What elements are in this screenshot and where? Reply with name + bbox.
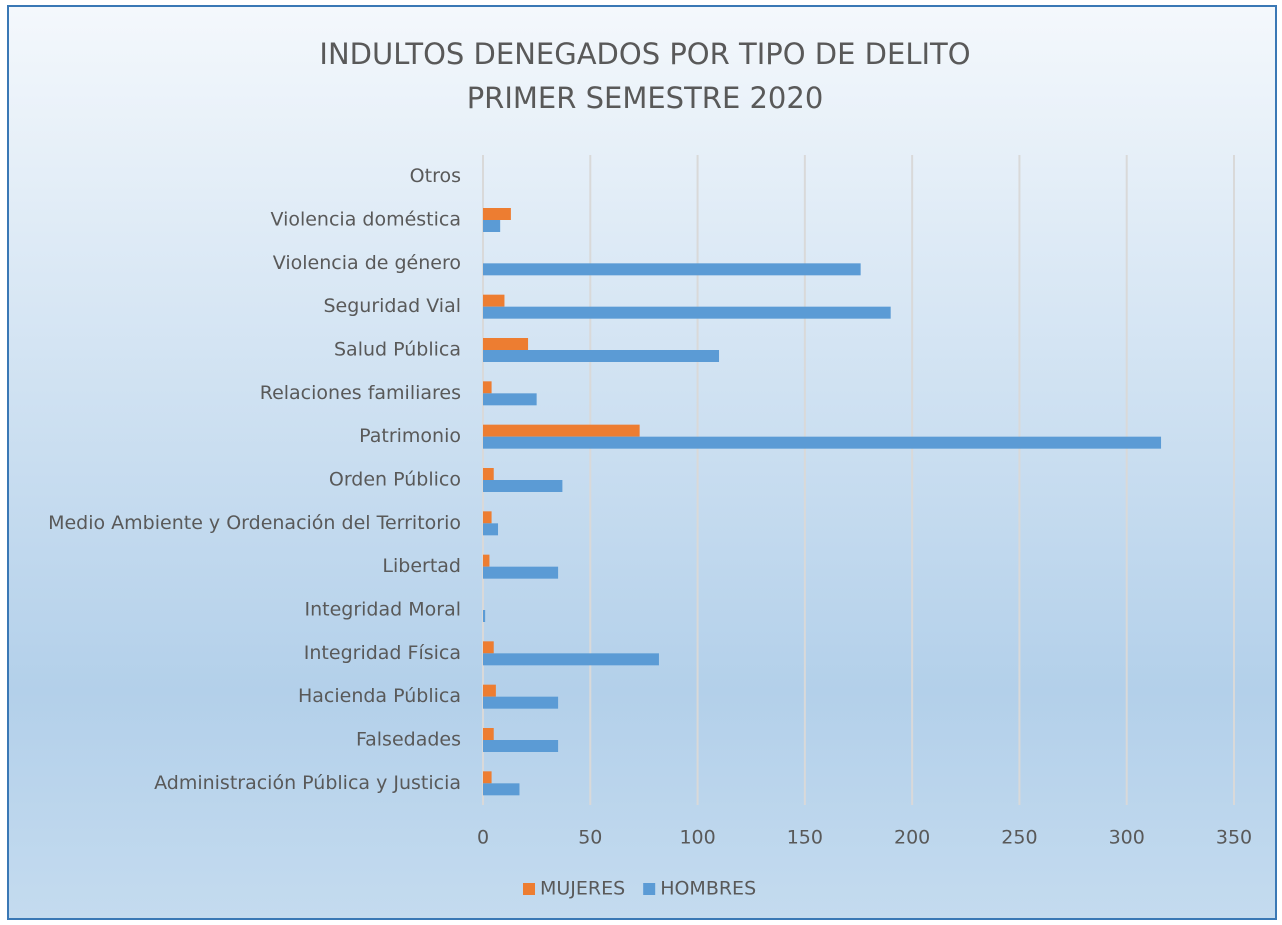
y-tick-label: Libertad xyxy=(382,555,461,577)
bar xyxy=(483,208,511,220)
bar xyxy=(483,783,520,796)
y-tick-label: Falsedades xyxy=(356,729,461,751)
x-tick-label: 100 xyxy=(679,827,715,849)
chart-title: INDULTOS DENEGADOS POR TIPO DE DELITO xyxy=(319,37,970,71)
bar xyxy=(483,684,496,697)
bar xyxy=(483,523,499,536)
y-tick-label: Orden Público xyxy=(329,469,461,491)
y-tick-label: Violencia doméstica xyxy=(270,209,461,231)
y-tick-label: Salud Pública xyxy=(334,339,461,361)
y-tick-label: Hacienda Pública xyxy=(298,685,461,707)
y-tick-label: Integridad Física xyxy=(304,642,461,664)
bar xyxy=(483,263,861,276)
y-tick-label: Seguridad Vial xyxy=(323,295,461,317)
y-tick-label: Integridad Moral xyxy=(305,599,462,621)
chart-area xyxy=(7,5,1277,920)
bar xyxy=(483,554,490,567)
bar xyxy=(483,511,492,524)
bar xyxy=(483,480,563,492)
bar xyxy=(483,641,494,654)
y-tick-label: Violencia de género xyxy=(273,252,461,274)
bar xyxy=(483,338,529,350)
bar xyxy=(483,436,1162,449)
bar xyxy=(483,653,659,666)
bar xyxy=(483,294,505,307)
y-tick-label: Medio Ambiente y Ordenación del Territor… xyxy=(48,512,461,534)
bar xyxy=(483,350,720,362)
x-tick-label: 350 xyxy=(1216,827,1252,849)
bar xyxy=(483,696,559,709)
x-tick-label: 250 xyxy=(1001,827,1037,849)
bar xyxy=(483,610,486,622)
bar xyxy=(483,771,492,784)
y-tick-label: Administración Pública y Justicia xyxy=(154,772,461,794)
y-tick-label: Otros xyxy=(410,165,461,187)
legend-swatch xyxy=(643,883,656,895)
bar xyxy=(483,381,492,394)
x-tick-label: 0 xyxy=(477,827,489,849)
x-tick-label: 50 xyxy=(578,827,602,849)
x-tick-label: 300 xyxy=(1109,827,1145,849)
bar xyxy=(483,220,501,232)
legend-label: HOMBRES xyxy=(660,878,756,900)
legend-label: MUJERES xyxy=(540,878,625,900)
bar xyxy=(483,468,494,480)
y-tick-label: Relaciones familiares xyxy=(260,382,461,404)
chart-subtitle: PRIMER SEMESTRE 2020 xyxy=(467,81,824,115)
bar xyxy=(483,424,640,437)
x-tick-label: 150 xyxy=(787,827,823,849)
bar xyxy=(483,566,559,579)
bar xyxy=(483,393,537,406)
bar xyxy=(483,306,891,319)
bar xyxy=(483,740,559,752)
x-tick-label: 200 xyxy=(894,827,930,849)
bar xyxy=(483,728,494,740)
y-tick-label: Patrimonio xyxy=(359,425,461,447)
legend-swatch xyxy=(523,883,535,895)
